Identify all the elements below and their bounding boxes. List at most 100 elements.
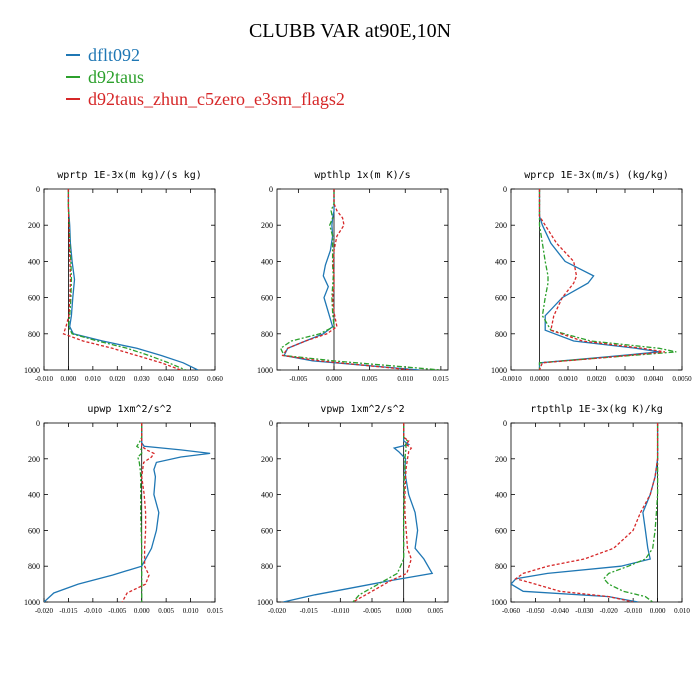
subplot-1: wprtp 1E-3x(m kg)/(s kg) 0 200 400 600 800 100… (24, 170, 223, 383)
y-tick-label: 200 (261, 455, 273, 464)
x-tick-label: 0.030 (134, 375, 150, 383)
y-tick-label: 800 (28, 562, 40, 571)
x-tick-label: 0.020 (109, 375, 125, 383)
series-line-d92taus (538, 189, 677, 370)
figure-title: CLUBB VAR at90E,10N (248, 20, 452, 42)
x-tick-label: 0.0020 (587, 375, 607, 383)
legend-line-icon (66, 53, 80, 56)
series-line-d92taus (135, 423, 143, 602)
subplot-title: rtpthlp 1E-3x(kg K)/kg (530, 404, 662, 415)
subplot-title: wprtp 1E-3x(m kg)/(s kg) (57, 170, 202, 181)
x-tick-label: -0.010 (331, 607, 350, 615)
legend-label: dflt092 (88, 45, 140, 65)
y-tick-label: 400 (28, 491, 40, 500)
series-line-dflt092 (283, 423, 434, 602)
series-line-d92taus_zhun_c5zero_e3sm_flags2 (514, 423, 659, 602)
subplot-title: wprcp 1E-3x(m/s) (kg/kg) (524, 170, 669, 181)
series-line-d92taus (67, 189, 186, 370)
y-tick-label: 1000 (491, 598, 507, 607)
legend-entry-dflt092: dflt092 (66, 44, 140, 66)
series-line-dflt092 (511, 423, 659, 602)
y-tick-label: 800 (261, 330, 273, 339)
subplot-title: vpwp 1xm^2/s^2 (320, 404, 404, 415)
x-tick-label: -0.010 (35, 375, 54, 383)
x-tick-label: 0.005 (427, 607, 443, 615)
x-tick-label: 0.015 (207, 607, 223, 615)
series-line-dflt092 (44, 423, 211, 602)
legend-label: d92taus_zhun_c5zero_e3sm_flags2 (88, 89, 345, 109)
legend-label: d92taus (88, 67, 144, 87)
y-tick-label: 0 (269, 185, 273, 194)
y-tick-label: 400 (495, 257, 507, 266)
plot-frame (43, 422, 216, 603)
x-tick-label: 0.0040 (644, 375, 664, 383)
y-tick-label: 1000 (491, 366, 507, 375)
series-line-d92taus_zhun_c5zero_e3sm_flags2 (121, 423, 155, 602)
y-tick-label: 200 (28, 455, 40, 464)
y-tick-label: 600 (28, 526, 40, 535)
y-tick-label: 400 (495, 491, 507, 500)
series-line-d92taus_zhun_c5zero_e3sm_flags2 (352, 423, 413, 602)
y-tick-label: 1000 (257, 598, 273, 607)
x-tick-label: -0.0010 (500, 375, 522, 383)
y-tick-label: 400 (261, 491, 273, 500)
legend-line-icon (66, 97, 80, 100)
x-tick-label: -0.005 (108, 607, 127, 615)
y-tick-label: 1000 (24, 598, 40, 607)
x-tick-label: 0.005 (362, 375, 378, 383)
y-tick-label: 0 (269, 419, 273, 428)
series-line-d92taus (352, 423, 409, 602)
x-tick-label: 0.010 (397, 375, 413, 383)
plot-frame (43, 188, 216, 371)
y-tick-label: 600 (495, 294, 507, 303)
y-tick-label: 1000 (24, 366, 40, 375)
subplot-title: wpthlp 1x(m K)/s (314, 170, 410, 181)
x-tick-label: 0.0010 (558, 375, 578, 383)
x-tick-label: 0.0030 (615, 375, 635, 383)
series-line-d92taus_zhun_c5zero_e3sm_flags2 (281, 189, 413, 370)
y-tick-label: 0 (36, 419, 40, 428)
legend-line-icon (66, 75, 80, 78)
y-tick-label: 800 (261, 562, 273, 571)
plot-frame (276, 188, 449, 371)
subplot-4: upwp 1xm^2/s^2 0 200 400 600 800 1000-0.020 -0.… (24, 404, 223, 615)
legend-entry-d92taus-zhun: d92taus_zhun_c5zero_e3sm_flags2 (66, 88, 345, 110)
subplot-title: upwp 1xm^2/s^2 (87, 404, 171, 415)
y-tick-label: 0 (36, 185, 40, 194)
series-line-d92taus (602, 423, 659, 602)
plot-frame (276, 422, 449, 603)
y-tick-label: 200 (495, 221, 507, 230)
plot-frame (510, 422, 683, 603)
x-tick-label: 0.010 (183, 607, 199, 615)
y-tick-label: 1000 (257, 366, 273, 375)
series-line-d92taus_zhun_c5zero_e3sm_flags2 (538, 189, 666, 370)
y-tick-label: 600 (261, 526, 273, 535)
x-tick-label: 0.005 (158, 607, 174, 615)
x-tick-label: -0.020 (268, 607, 287, 615)
y-tick-label: 600 (28, 294, 40, 303)
y-tick-label: 200 (28, 221, 40, 230)
x-tick-label: 0.000 (326, 375, 342, 383)
x-tick-label: -0.030 (575, 607, 594, 615)
x-tick-label: -0.040 (551, 607, 570, 615)
legend-entry-d92taus: d92taus (66, 66, 144, 88)
x-tick-label: 0.010 (674, 607, 690, 615)
x-tick-label: -0.010 (624, 607, 643, 615)
x-tick-label: 0.040 (158, 375, 174, 383)
y-tick-label: 800 (28, 330, 40, 339)
y-tick-label: 0 (503, 419, 507, 428)
y-tick-label: 0 (503, 185, 507, 194)
subplot-2: wpthlp 1x(m K)/s 0 200 400 600 800 1000 -0.005 0… (257, 170, 449, 383)
x-tick-label: 0.010 (85, 375, 101, 383)
series-line-dflt092 (67, 189, 199, 370)
y-tick-label: 800 (495, 562, 507, 571)
x-tick-label: 0.0050 (672, 375, 692, 383)
x-tick-label: 0.000 (61, 375, 77, 383)
y-tick-label: 800 (495, 330, 507, 339)
series-line-d92taus_zhun_c5zero_e3sm_flags2 (62, 189, 182, 370)
x-tick-label: -0.015 (59, 607, 78, 615)
x-tick-label: 0.060 (207, 375, 223, 383)
x-tick-label: -0.060 (502, 607, 521, 615)
x-tick-label: 0.050 (183, 375, 199, 383)
